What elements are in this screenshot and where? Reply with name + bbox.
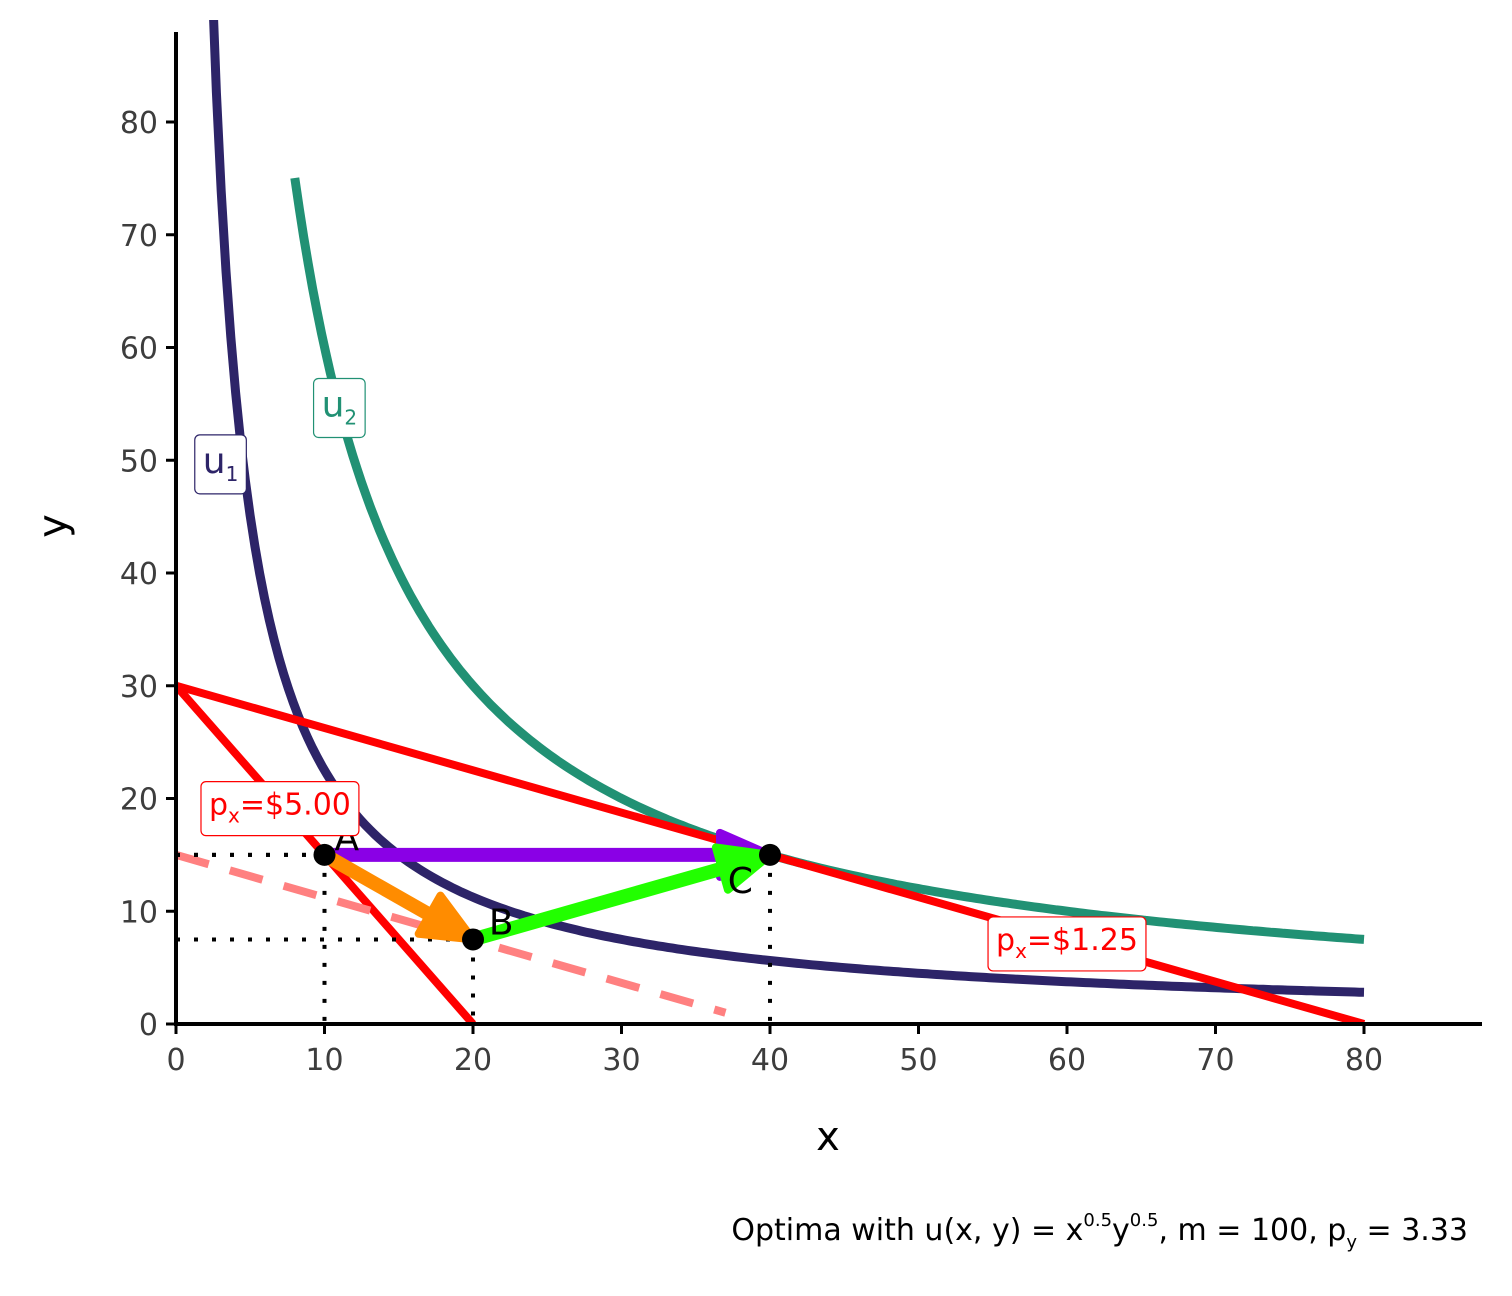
x-tick-label-20: 20 <box>454 1043 492 1078</box>
x-tick-label-30: 30 <box>602 1043 640 1078</box>
curve-label-1: u1 <box>194 434 247 495</box>
curve-label-1-box <box>194 434 247 495</box>
x-tick-label-60: 60 <box>1048 1043 1086 1078</box>
budget-label-1-text: px=$5.00 <box>209 788 351 828</box>
y-tick-label-0: 0 <box>139 1008 158 1043</box>
point-B <box>462 928 484 951</box>
x-tick-label-0: 0 <box>166 1043 185 1078</box>
curve-label-2-box <box>312 377 366 439</box>
guides-layer <box>176 852 772 1024</box>
y-tick-label-10: 10 <box>120 895 158 930</box>
indifference-curve-1 <box>209 20 1365 997</box>
points-layer <box>313 843 781 951</box>
arrow-shaft-3 <box>471 861 724 947</box>
budget-label-1: px=$5.00 <box>200 781 360 837</box>
arrow-shaft-2 <box>321 848 434 921</box>
point-label-C: C <box>728 861 753 902</box>
y-axis-title: y <box>30 514 76 538</box>
y-tick-label-60: 60 <box>120 332 158 367</box>
budget-label-2-box <box>987 916 1147 972</box>
y-tick-label-40: 40 <box>120 557 158 592</box>
curve-label-2: u2 <box>312 377 366 439</box>
x-tick-label-40: 40 <box>751 1043 789 1078</box>
budget-label-2-text: px=$1.25 <box>996 923 1138 963</box>
curve-label-1-text: u1 <box>203 441 239 486</box>
point-label-B: B <box>489 903 514 944</box>
arrows-layer <box>321 828 774 947</box>
x-tick-label-80: 80 <box>1345 1043 1383 1078</box>
x-axis-title: x <box>816 1114 840 1160</box>
x-tick-label-50: 50 <box>899 1043 937 1078</box>
curve-label-2-text: u2 <box>322 384 358 429</box>
x-tick-label-10: 10 <box>305 1043 343 1078</box>
axes-layer: 0 10 20 30 40 50 60 70 80 0 10 20 30 40 50 60 70 80 <box>120 32 1482 1078</box>
y-tick-label-50: 50 <box>120 444 158 479</box>
y-tick-label-20: 20 <box>120 783 158 818</box>
point-C <box>759 843 781 866</box>
y-tick-label-80: 80 <box>120 106 158 141</box>
point-A <box>313 843 336 866</box>
chart-caption: Optima with u(x, y) = x0.5y0.5, m = 100,… <box>731 1210 1468 1253</box>
arrow-head-3 <box>711 843 774 894</box>
arrow-head-2 <box>414 891 477 944</box>
budget-label-2: px=$1.25 <box>987 916 1147 972</box>
indifference-curve-2 <box>290 177 1365 944</box>
x-tick-label-70: 70 <box>1196 1043 1234 1078</box>
y-tick-label-30: 30 <box>120 670 158 705</box>
y-tick-label-70: 70 <box>120 219 158 254</box>
budget-label-1-box <box>200 781 360 837</box>
